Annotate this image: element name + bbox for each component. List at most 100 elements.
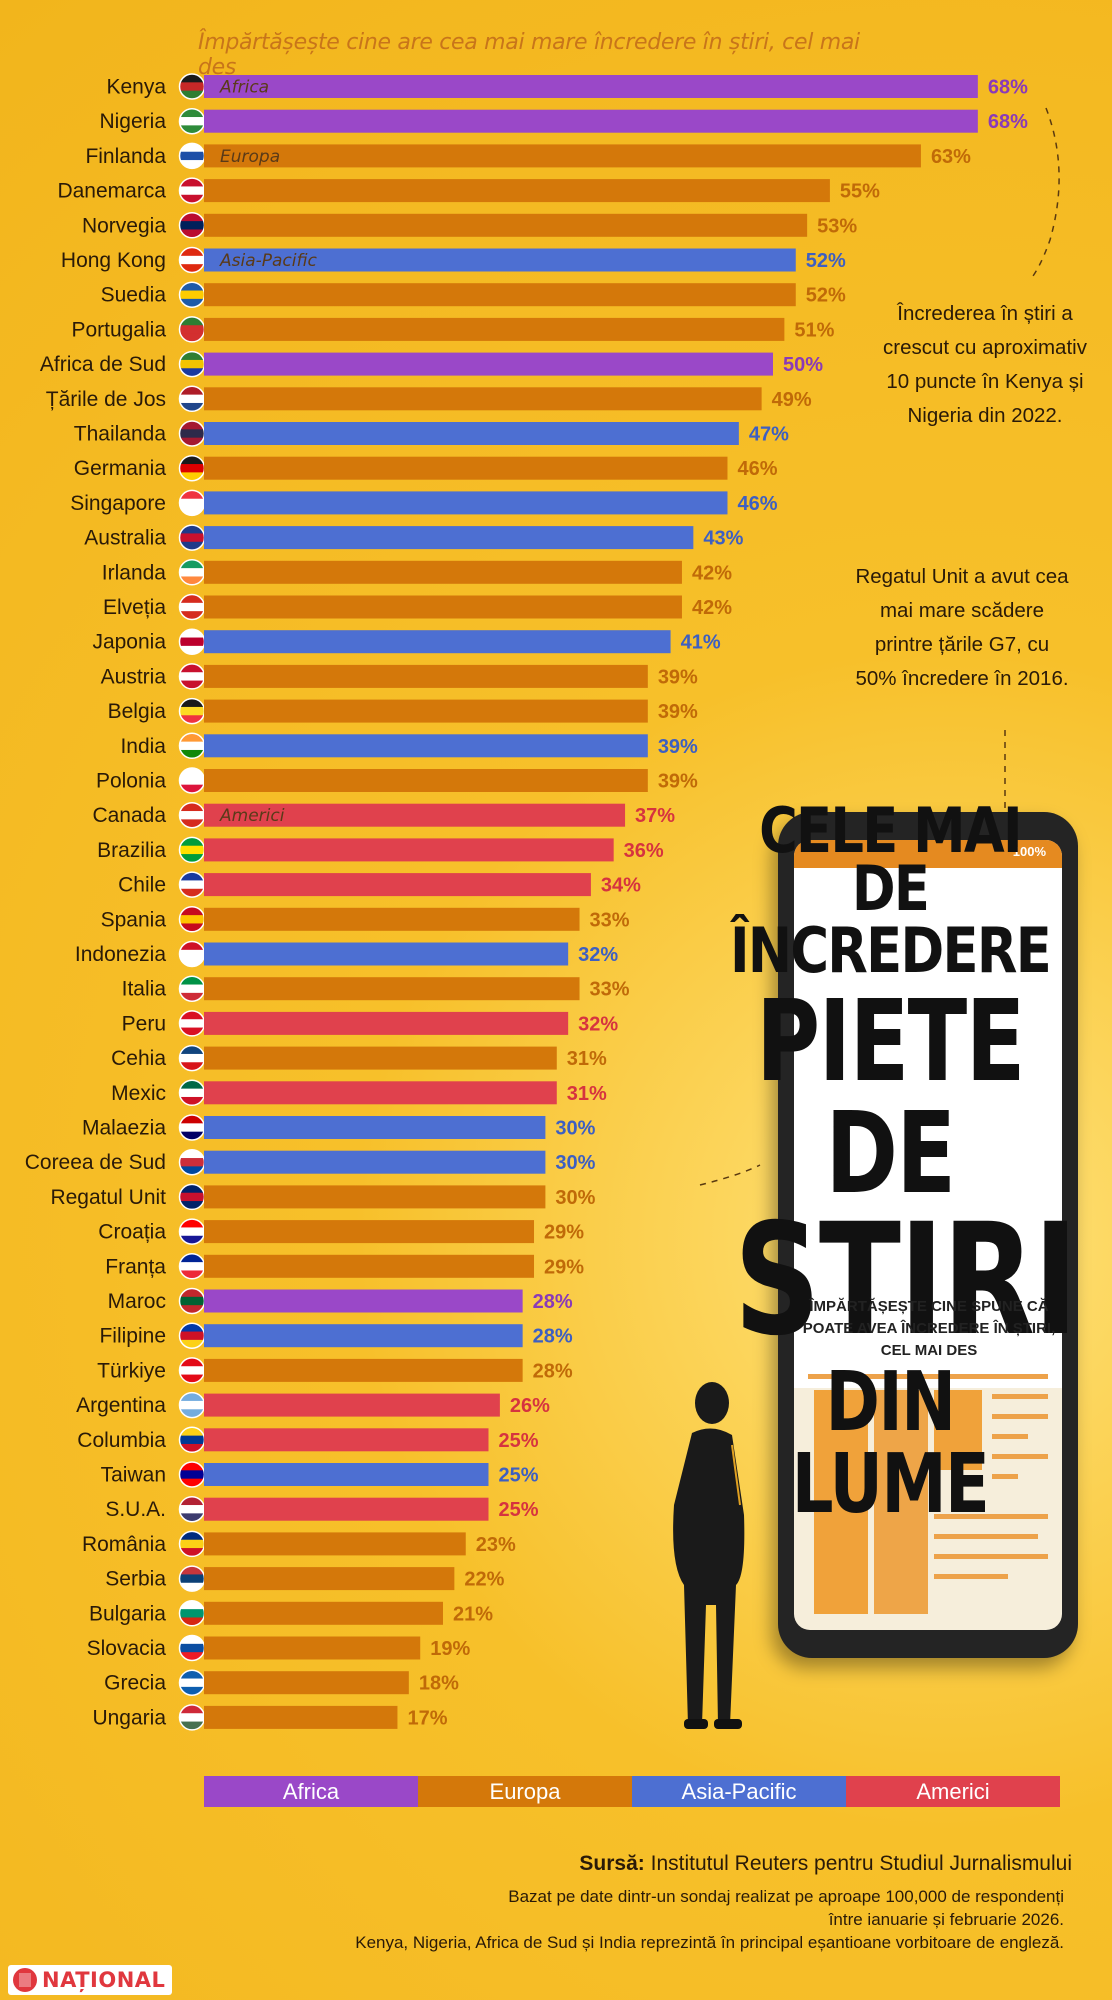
value-label: 21%	[453, 1603, 493, 1625]
value-label: 25%	[499, 1465, 539, 1487]
bar-row: Japonia 41%	[92, 628, 721, 655]
man-silhouette-icon	[673, 1382, 745, 1729]
country-label: Nigeria	[99, 110, 166, 133]
value-label: 17%	[407, 1707, 447, 1729]
country-label: Taiwan	[101, 1464, 166, 1487]
annotation-dashed-lines	[699, 107, 1060, 1186]
bar-row: Thailanda 47%	[74, 420, 789, 447]
headline-line-4: STIRI	[734, 1191, 1078, 1370]
bar-row: Italia 33%	[122, 975, 630, 1002]
bar-row: Taiwan 25%	[101, 1461, 539, 1488]
legend-asia-pacific: Asia-Pacific	[632, 1776, 846, 1807]
bar-row: Danemarca 55%	[57, 177, 880, 204]
value-label: 29%	[544, 1256, 584, 1278]
flag-icon	[178, 1600, 206, 1627]
bar	[204, 456, 728, 480]
value-label: 37%	[635, 805, 675, 827]
uk-note-pointer	[699, 730, 1006, 1186]
value-label: 42%	[692, 562, 732, 584]
value-label: 28%	[533, 1360, 573, 1382]
value-label: 55%	[840, 181, 880, 203]
value-label: 25%	[499, 1499, 539, 1521]
legend-africa: Africa	[204, 1776, 418, 1807]
bar	[204, 560, 682, 584]
footnote-3: Kenya, Nigeria, Africa de Sud și India r…	[355, 1933, 1064, 1952]
bar-row: Irlanda 42%	[102, 559, 732, 586]
bar-row: India 39%	[120, 732, 698, 760]
value-label: 34%	[601, 875, 641, 897]
bar-row: Maroc 28%	[108, 1287, 573, 1315]
value-label: 42%	[692, 597, 732, 619]
country-label: Cehia	[111, 1047, 166, 1070]
country-label: Elveția	[103, 596, 166, 619]
bar	[204, 803, 626, 827]
country-label: Peru	[122, 1012, 166, 1035]
value-label: 39%	[658, 771, 698, 793]
bar-row: Filipine 28%	[99, 1322, 573, 1349]
flag-icon	[178, 1704, 206, 1731]
bar-row: Elveția 42%	[103, 593, 732, 621]
value-label: 28%	[533, 1326, 573, 1348]
national-logo[interactable]: NAȚIONAL	[8, 1965, 172, 1995]
bar	[204, 1705, 398, 1729]
bar	[204, 352, 773, 376]
bar	[204, 1220, 535, 1244]
bar	[204, 317, 785, 341]
country-label: Croația	[98, 1221, 166, 1244]
value-label: 30%	[555, 1187, 595, 1209]
source-line: Sursă: Institutul Reuters pentru Studiul…	[579, 1852, 1072, 1876]
bar	[204, 977, 580, 1001]
bar-row: Grecia 18%	[104, 1669, 459, 1696]
value-label: 18%	[419, 1673, 459, 1695]
bar	[204, 1254, 535, 1278]
country-label: Kenya	[106, 76, 166, 99]
value-label: 68%	[988, 111, 1028, 133]
bar	[204, 699, 648, 723]
value-label: 23%	[476, 1534, 516, 1556]
bar-row: Austria 39%	[101, 663, 698, 690]
bar	[204, 1011, 569, 1035]
phone-illustration: 100%	[778, 812, 1078, 1658]
value-label: 52%	[806, 250, 846, 272]
bar-row: Brazilia 36%	[97, 836, 664, 864]
bar-row: Polonia 39%	[96, 767, 698, 794]
bar-row: Peru 32%	[122, 1010, 618, 1037]
country-label: Grecia	[104, 1672, 166, 1695]
bar	[204, 75, 978, 98]
bar	[204, 1116, 546, 1139]
legend-americi: Americi	[846, 1776, 1060, 1807]
country-label: Ungaria	[92, 1706, 166, 1729]
bar	[204, 1497, 489, 1521]
bar	[204, 1601, 443, 1625]
bar	[204, 873, 591, 897]
country-label: Belgia	[108, 700, 167, 723]
value-label: 68%	[988, 77, 1028, 99]
value-label: 39%	[658, 666, 698, 688]
country-label: Suedia	[101, 284, 167, 307]
value-label: 19%	[430, 1638, 470, 1660]
bar-row: Mexic 31%	[111, 1079, 607, 1107]
bar-row: Spania 33%	[101, 906, 630, 933]
bar	[204, 838, 614, 862]
phone-screen: 100%	[794, 840, 1062, 1630]
source-label: Sursă:	[579, 1852, 645, 1875]
country-label: Türkiye	[97, 1359, 166, 1382]
bar	[204, 1393, 500, 1417]
bar	[204, 1289, 523, 1313]
bar	[204, 664, 648, 688]
value-label: 30%	[555, 1152, 595, 1174]
bar-row: Canada Americi 37%	[92, 801, 675, 829]
value-label: 47%	[749, 424, 789, 446]
bar-row: Serbia 22%	[105, 1565, 505, 1592]
bar-row: Nigeria 68%	[99, 107, 1028, 135]
source-text: Institutul Reuters pentru Studiul Jurnal…	[650, 1852, 1072, 1875]
flag-icon	[178, 1495, 206, 1523]
bar	[204, 630, 671, 654]
flag-icon	[178, 1634, 206, 1662]
headline-line-3: PIETE DE	[756, 977, 1025, 1219]
bar-chart: Kenya Africa 68% Nigeria 68% Finlanda Europa 63…	[25, 73, 1028, 1731]
value-label: 31%	[567, 1048, 607, 1070]
region-label: Africa	[219, 78, 269, 98]
flag-icon	[178, 1565, 206, 1592]
country-label: Thailanda	[74, 423, 167, 446]
